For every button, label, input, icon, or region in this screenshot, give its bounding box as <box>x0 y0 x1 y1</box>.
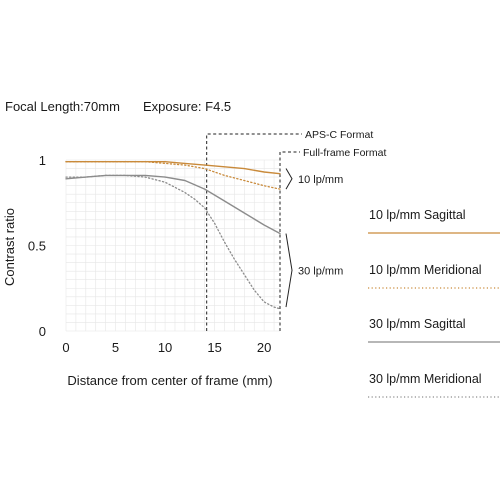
legend: 10 lp/mm Sagittal 10 lp/mm Meridional 30 l… <box>368 208 500 398</box>
y-tick-label: 0 <box>39 324 46 339</box>
y-tick-label: 1 <box>39 153 46 168</box>
format-boundary-line <box>206 133 302 331</box>
format-boundary-line <box>279 151 300 331</box>
series-line <box>65 161 281 190</box>
y-ticks: 00.51 <box>28 153 46 339</box>
series-line <box>65 174 281 235</box>
y-axis-title: Contrast ratio <box>2 208 17 286</box>
legend-label: 10 lp/mm Sagittal <box>369 208 466 222</box>
legend-label: 30 lp/mm Sagittal <box>369 317 466 331</box>
x-tick-label: 15 <box>207 340 221 355</box>
group-label: 10 lp/mm <box>298 174 343 186</box>
focal-length-label: Focal Length:70mm <box>5 99 120 114</box>
x-tick-label: 10 <box>158 340 172 355</box>
legend-label: 30 lp/mm Meridional <box>369 372 482 386</box>
legend-label: 10 lp/mm Meridional <box>369 263 482 277</box>
x-axis-title: Distance from center of frame (mm) <box>67 373 272 388</box>
group-brackets: 10 lp/mm 30 lp/mm <box>285 168 343 308</box>
exposure-label: Exposure: F4.5 <box>143 99 231 114</box>
format-label: Full-frame Format <box>303 147 387 159</box>
x-tick-label: 0 <box>62 340 69 355</box>
series-lines <box>65 161 281 310</box>
x-ticks: 0 5 10 15 20 <box>62 340 271 355</box>
x-tick-label: 20 <box>257 340 271 355</box>
series-line <box>65 174 281 310</box>
group-bracket <box>285 168 293 190</box>
format-lines: APS-C Format Full-frame Format <box>206 129 387 331</box>
group-label: 30 lp/mm <box>298 265 343 277</box>
y-tick-label: 0.5 <box>28 239 46 254</box>
series-line <box>65 161 281 175</box>
grid <box>65 159 280 332</box>
group-bracket <box>285 233 293 308</box>
format-label: APS-C Format <box>305 129 373 141</box>
x-tick-label: 5 <box>112 340 119 355</box>
